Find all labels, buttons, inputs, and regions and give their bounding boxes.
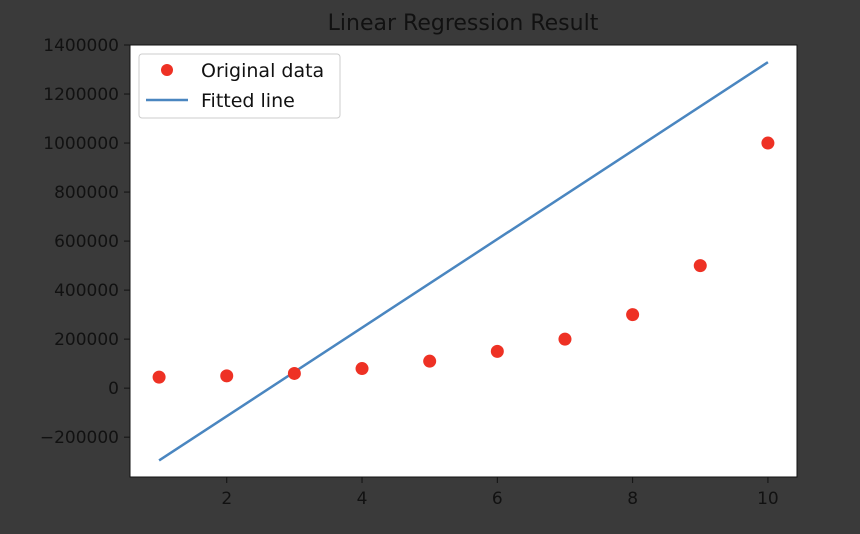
data-point: [490, 344, 504, 358]
x-axis: 2 4 6 8 10: [221, 477, 779, 509]
legend-box: [138, 53, 341, 119]
x-tick-label: 2: [221, 489, 232, 509]
y-tick-label: 1400000: [43, 36, 119, 56]
data-point: [152, 370, 166, 384]
data-point: [626, 308, 640, 322]
data-point: [220, 369, 234, 383]
x-tick-label: 10: [757, 489, 779, 509]
y-tick-label: 800000: [54, 183, 119, 203]
chart-title: Linear Regression Result: [328, 11, 599, 36]
data-point: [355, 362, 369, 376]
data-point: [558, 332, 572, 346]
y-axis: −200000 0 200000 400000 600000 800000 1000000 1…: [40, 36, 130, 448]
y-tick-label: 200000: [54, 330, 119, 350]
fitted-line: [158, 61, 769, 462]
x-tick-label: 4: [357, 489, 368, 509]
data-point: [287, 366, 301, 380]
data-point: [761, 136, 775, 150]
y-tick-label: −200000: [40, 428, 119, 448]
y-tick-label: 400000: [54, 281, 119, 301]
legend-label-fitted-line: Fitted line: [201, 90, 295, 112]
x-tick-label: 8: [627, 489, 638, 509]
series-layer: [152, 61, 775, 462]
legend: Original data Fitted line: [138, 53, 341, 119]
x-tick-label: 6: [492, 489, 503, 509]
y-tick-label: 0: [108, 379, 119, 399]
data-point: [693, 259, 707, 273]
legend-marker-original-data: [161, 64, 173, 76]
legend-label-original-data: Original data: [201, 60, 324, 82]
y-tick-label: 1000000: [43, 134, 119, 154]
data-point: [423, 354, 437, 368]
y-tick-label: 600000: [54, 232, 119, 252]
y-tick-label: 1200000: [43, 85, 119, 105]
